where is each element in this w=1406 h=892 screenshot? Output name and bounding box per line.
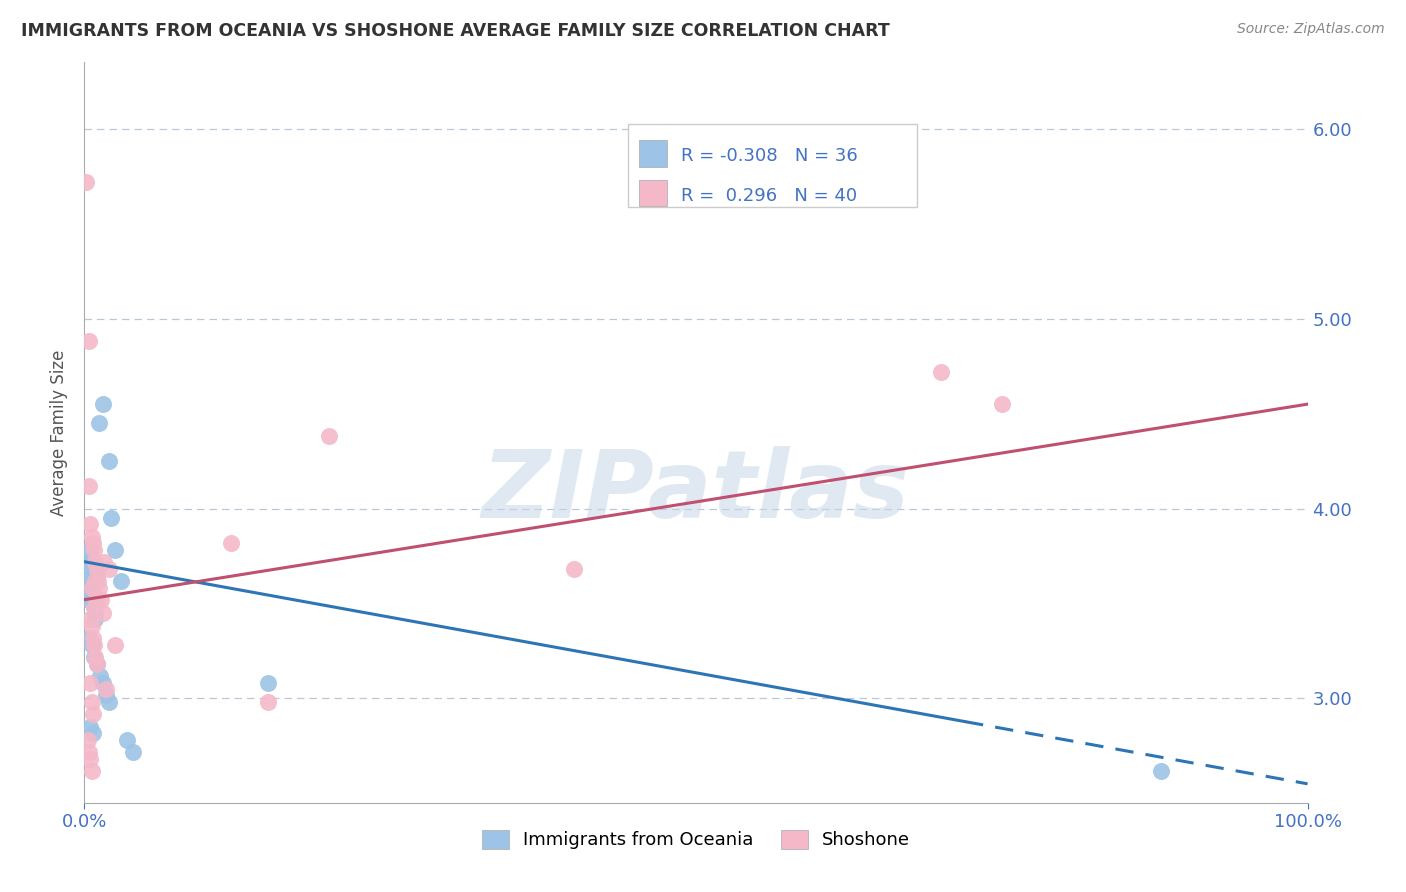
Point xyxy=(97,562,120,576)
Point xyxy=(77,479,100,493)
Point xyxy=(83,638,105,652)
Point xyxy=(87,574,110,588)
Point xyxy=(991,397,1014,411)
Point xyxy=(77,733,100,747)
Point xyxy=(80,764,103,778)
Point xyxy=(90,592,112,607)
Point xyxy=(77,334,100,349)
Point xyxy=(80,695,103,709)
Point xyxy=(80,582,103,596)
Point xyxy=(75,175,97,189)
Point xyxy=(86,657,108,672)
Text: Source: ZipAtlas.com: Source: ZipAtlas.com xyxy=(1237,22,1385,37)
Point xyxy=(96,688,118,702)
Point xyxy=(83,597,105,611)
Point xyxy=(91,397,114,411)
Point xyxy=(97,695,120,709)
Point xyxy=(86,562,108,576)
Point xyxy=(257,695,280,709)
Point xyxy=(84,555,107,569)
Point xyxy=(84,649,107,664)
Point xyxy=(76,574,98,588)
Point xyxy=(91,606,114,620)
Point xyxy=(96,681,118,696)
Point xyxy=(79,720,101,734)
Point xyxy=(562,562,585,576)
Point xyxy=(77,587,100,601)
Point xyxy=(104,543,127,558)
Point xyxy=(929,365,952,379)
Point xyxy=(83,543,105,558)
Point xyxy=(77,745,100,759)
Point xyxy=(219,535,242,549)
Point xyxy=(115,733,138,747)
Point xyxy=(87,582,110,596)
Point xyxy=(80,555,103,569)
Point xyxy=(104,638,127,652)
Point xyxy=(86,657,108,672)
Y-axis label: Average Family Size: Average Family Size xyxy=(51,350,69,516)
Point xyxy=(83,649,105,664)
Legend: Immigrants from Oceania, Shoshone: Immigrants from Oceania, Shoshone xyxy=(474,823,918,856)
Point xyxy=(84,612,107,626)
Point xyxy=(79,676,101,690)
Point xyxy=(75,555,97,569)
Point xyxy=(77,592,100,607)
Point xyxy=(80,566,103,580)
Text: ZIPatlas: ZIPatlas xyxy=(482,446,910,538)
Point xyxy=(79,516,101,531)
Point xyxy=(84,574,107,588)
Text: R = -0.308   N = 36: R = -0.308 N = 36 xyxy=(682,147,858,165)
Point xyxy=(82,535,104,549)
Point xyxy=(82,577,104,591)
Point xyxy=(91,676,114,690)
Point xyxy=(89,668,111,682)
Point xyxy=(93,555,115,569)
Point xyxy=(79,612,101,626)
Point xyxy=(83,600,105,615)
Point xyxy=(1150,764,1173,778)
Point xyxy=(86,592,108,607)
Point xyxy=(83,600,105,615)
Point xyxy=(79,752,101,766)
Point xyxy=(77,631,100,645)
Point xyxy=(82,631,104,645)
Text: IMMIGRANTS FROM OCEANIA VS SHOSHONE AVERAGE FAMILY SIZE CORRELATION CHART: IMMIGRANTS FROM OCEANIA VS SHOSHONE AVER… xyxy=(21,22,890,40)
Point xyxy=(257,676,280,690)
Point xyxy=(86,568,108,582)
Point xyxy=(83,606,105,620)
Point xyxy=(82,706,104,721)
Point xyxy=(110,574,132,588)
Point xyxy=(97,454,120,468)
Point xyxy=(87,416,110,430)
Text: R =  0.296   N = 40: R = 0.296 N = 40 xyxy=(682,186,858,204)
Point xyxy=(80,619,103,633)
Point xyxy=(80,530,103,544)
Point xyxy=(82,587,104,601)
Point xyxy=(318,429,340,443)
Point xyxy=(100,511,122,525)
Point xyxy=(80,638,103,652)
Point xyxy=(77,582,100,596)
Point xyxy=(82,725,104,739)
Point xyxy=(79,543,101,558)
Point xyxy=(122,745,145,759)
Point xyxy=(76,562,98,576)
